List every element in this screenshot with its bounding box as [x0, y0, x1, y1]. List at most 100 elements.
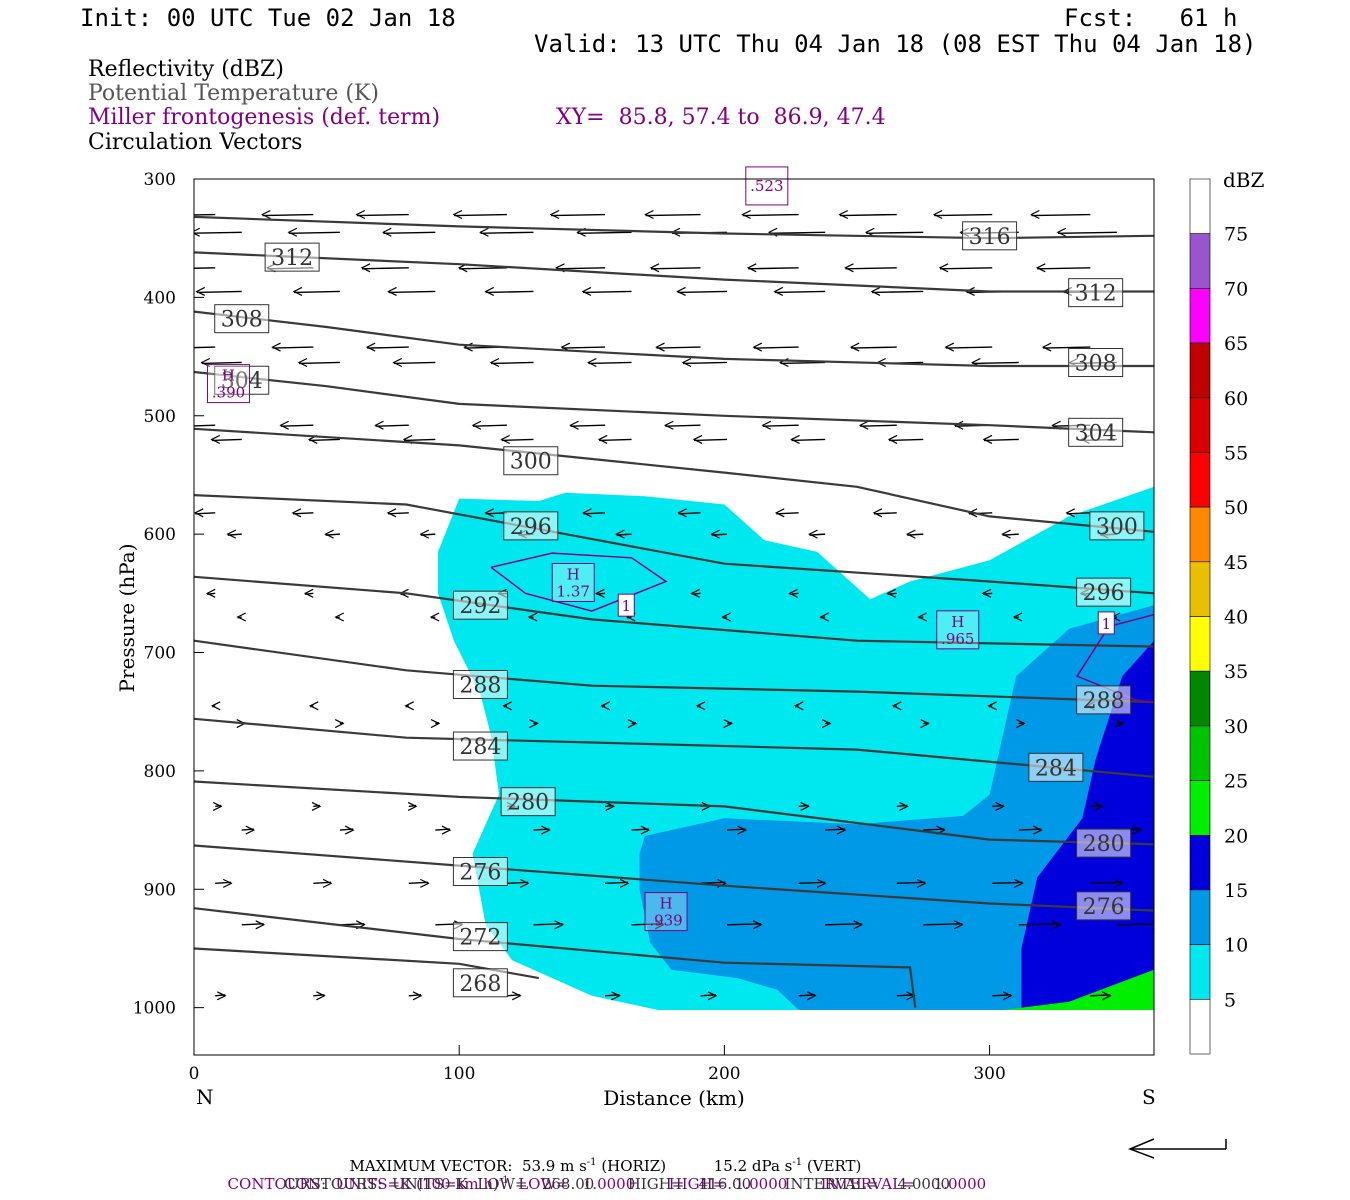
- circulation-vector-head: [1113, 878, 1124, 888]
- circulation-vector-head: [279, 420, 289, 430]
- circulation-vector-head: [222, 878, 233, 888]
- theta-label-288: 288: [459, 673, 501, 698]
- plot-frame: [193, 178, 1155, 1056]
- circulation-vector: [871, 290, 924, 294]
- circulation-vector: [388, 290, 436, 294]
- circulation-vector-head: [721, 612, 731, 622]
- theta-contour-284: [194, 717, 1154, 778]
- colorbar-level-label: 20: [1224, 825, 1248, 847]
- circulation-vector: [873, 512, 897, 515]
- circulation-vector: [459, 267, 507, 270]
- contours-fronto-b: LOW= 1.0000 HIGH= 1.0000 INTERVAL= 1.000…: [508, 1175, 987, 1193]
- circulation-vector-head: [774, 508, 785, 518]
- fronto-contour-label: 1: [621, 597, 631, 615]
- circulation-vector: [472, 424, 507, 427]
- circulation-vector-head: [334, 612, 345, 622]
- colorbar-swatch: [1189, 506, 1211, 563]
- circulation-vector: [292, 512, 314, 515]
- theta-label-316: 316: [969, 225, 1011, 250]
- circulation-vector-head: [953, 420, 964, 430]
- circulation-vector-head: [1035, 263, 1046, 273]
- circulation-vector-head: [311, 801, 322, 811]
- circulation-vector-head: [292, 286, 303, 296]
- circulation-vector: [408, 881, 429, 885]
- circulation-vector-head: [808, 529, 818, 539]
- x-tick-label: 100: [443, 1064, 475, 1084]
- max-horiz-value: 53.9 m s: [521, 1157, 587, 1175]
- colorbar-swatch: [1189, 561, 1211, 617]
- circulation-vector-head: [381, 227, 392, 237]
- circulation-vector-head: [287, 227, 298, 237]
- circulation-vector: [776, 512, 799, 515]
- fronto-max-value: .523: [750, 177, 783, 195]
- fronto-max-value: .390: [212, 384, 245, 402]
- contours-fronto-a: CONTOURS: UNITS=K (100 km h): [227, 1175, 499, 1193]
- circulation-vector-head: [170, 264, 178, 272]
- circulation-vector-head: [1002, 991, 1013, 1001]
- circulation-vector: [551, 213, 606, 217]
- colorbar-level-label: 55: [1224, 442, 1248, 464]
- forecast-hour: Fcst: 61 h: [1064, 4, 1238, 32]
- circulation-vector-head: [849, 342, 860, 352]
- circulation-vector-head: [430, 719, 441, 729]
- circulation-vector-head: [905, 529, 916, 539]
- circulation-vector: [656, 346, 701, 349]
- theta-contour-316: [194, 215, 1154, 240]
- field-frontogenesis: Miller frontogenesis (def. term): [88, 105, 441, 130]
- circulation-vector: [211, 438, 242, 442]
- circulation-vector-head: [392, 357, 402, 368]
- circulation-vector-head: [800, 801, 810, 811]
- colorbar-swatch: [1189, 834, 1211, 891]
- circulation-vector: [241, 923, 264, 926]
- theta-contour-300: [194, 427, 1154, 533]
- circulation-vector-head: [1132, 825, 1143, 835]
- theta-label-box: [1028, 752, 1084, 782]
- circulation-vector-head: [303, 588, 314, 598]
- circulation-vector-head: [1051, 920, 1062, 930]
- fronto-max-box: [551, 562, 595, 602]
- y-axis-title: Pressure (hPa): [115, 544, 139, 693]
- circulation-vector-head: [917, 612, 927, 622]
- circulation-vector: [992, 994, 1012, 997]
- circulation-vector: [748, 267, 799, 270]
- circulation-vector-head: [773, 286, 784, 296]
- circulation-vector: [860, 424, 897, 427]
- circulation-vector-head: [210, 701, 221, 711]
- circulation-vector: [825, 923, 862, 926]
- theta-label-304: 304: [221, 369, 263, 394]
- colorbar-swatch: [1189, 725, 1211, 781]
- theta-label-312: 312: [271, 246, 313, 271]
- circulation-vector-head: [355, 209, 366, 220]
- fronto-max-label: H: [951, 613, 964, 631]
- y-tick-label: 700: [144, 644, 176, 664]
- theta-label-304: 304: [1075, 421, 1117, 446]
- circulation-vector: [367, 346, 409, 349]
- circulation-vector-head: [291, 508, 302, 518]
- theta-label-box: [452, 590, 508, 620]
- circulation-vector: [605, 881, 629, 885]
- fronto-contour-label-box: [617, 593, 635, 617]
- circulation-vector-head: [1094, 801, 1104, 811]
- circulation-vector: [556, 267, 606, 270]
- theta-label-268: 268: [459, 972, 501, 997]
- theta-label-280: 280: [507, 791, 549, 816]
- circulation-vector-head: [595, 588, 605, 598]
- circulation-vector-head: [429, 612, 440, 622]
- colorbar-swatch: [1189, 944, 1211, 1000]
- y-tick-label: 300: [144, 170, 176, 190]
- theta-label-box: [500, 787, 556, 817]
- circulation-vector-head: [1114, 719, 1125, 729]
- circulation-vector: [506, 881, 529, 885]
- circulation-vector: [194, 346, 216, 349]
- circulation-vector-head: [412, 991, 423, 1001]
- circulation-vector-head: [205, 588, 216, 598]
- theta-contour-288: [194, 639, 1154, 704]
- circulation-vector-head: [1030, 209, 1040, 220]
- circulation-vector-head: [920, 719, 930, 729]
- circulation-vector-head: [690, 588, 700, 598]
- fronto-max-box: [206, 364, 250, 404]
- circulation-vector-head: [611, 991, 621, 1001]
- theta-label-box: [452, 731, 508, 761]
- circulation-vector-head: [374, 420, 384, 430]
- x-end-label-south: S: [1142, 1085, 1156, 1109]
